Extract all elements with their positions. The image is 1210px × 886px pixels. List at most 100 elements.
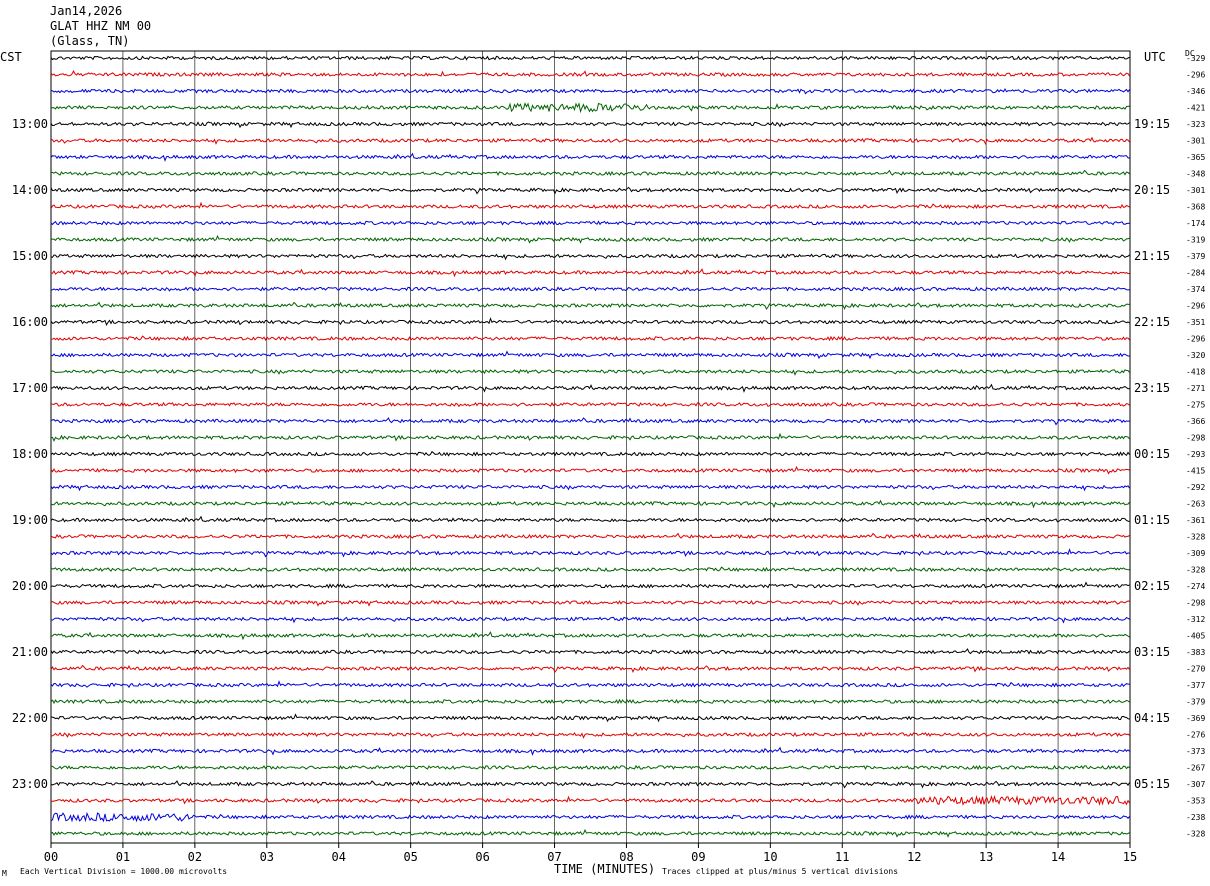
seismic-trace [50, 152, 1130, 162]
plot-grid [50, 50, 1131, 844]
dc-offset-value: -271 [1186, 384, 1205, 393]
left-timezone-label: CST [0, 50, 22, 64]
left-hour-label: 14:00 [12, 183, 48, 197]
dc-offset-value: -353 [1186, 797, 1205, 806]
seismic-trace [50, 616, 1130, 624]
dc-offset-value: -174 [1186, 219, 1205, 228]
x-tick-label: 05 [403, 850, 417, 864]
dc-offset-value: -379 [1186, 252, 1205, 261]
left-hour-label: 20:00 [12, 579, 48, 593]
x-tick-label: 15 [1123, 850, 1137, 864]
dc-offset-value: -351 [1186, 318, 1205, 327]
x-tick-label: 03 [260, 850, 274, 864]
dc-offset-value: -319 [1186, 236, 1205, 245]
left-hour-label: 22:00 [12, 711, 48, 725]
seismic-trace [50, 350, 1130, 360]
right-hour-label: 05:15 [1134, 777, 1170, 791]
seismic-trace [50, 599, 1130, 607]
left-hour-label: 21:00 [12, 645, 48, 659]
x-tick-label: 14 [1051, 850, 1065, 864]
seismic-trace [50, 317, 1130, 326]
record-date: Jan14,2026 [50, 4, 123, 18]
seismic-trace [50, 566, 1130, 573]
station-location: (Glass, TN) [50, 34, 130, 48]
x-tick-label: 02 [188, 850, 202, 864]
x-tick-label: 11 [835, 850, 849, 864]
left-hour-label: 19:00 [12, 513, 48, 527]
right-hour-label: 00:15 [1134, 447, 1170, 461]
seismic-trace [50, 335, 1130, 342]
dc-offset-value: -312 [1186, 615, 1205, 624]
seismic-trace [50, 401, 1130, 408]
scale-note: Each Vertical Division = 1000.00 microvo… [20, 867, 228, 876]
dc-offset-value: -270 [1186, 665, 1205, 674]
seismic-trace [50, 581, 1130, 589]
dc-offset-value: -292 [1186, 483, 1205, 492]
right-hour-label: 19:15 [1134, 117, 1170, 131]
dc-offset-value: -296 [1186, 302, 1205, 311]
dc-offset-value: -296 [1186, 71, 1205, 80]
dc-offset-value: -374 [1186, 285, 1205, 294]
seismic-trace [51, 713, 1130, 723]
right-hour-label: 20:15 [1134, 183, 1170, 197]
seismic-trace [50, 253, 1130, 261]
seismic-trace [50, 201, 1130, 210]
x-axis-title: TIME (MINUTES) [554, 862, 656, 876]
dc-offset-value: -263 [1186, 500, 1205, 509]
dc-offset-value: -383 [1186, 648, 1205, 657]
seismic-trace [50, 286, 1130, 292]
left-hour-label: 13:00 [12, 117, 48, 131]
dc-offset-value: -301 [1186, 186, 1205, 195]
x-tick-label: 07 [547, 850, 561, 864]
plot-frame [50, 50, 1131, 844]
left-hour-label: 15:00 [12, 249, 48, 263]
x-tick-label: 12 [907, 850, 921, 864]
left-hour-label: 16:00 [12, 315, 48, 329]
left-hour-label: 17:00 [12, 381, 48, 395]
right-hour-label: 01:15 [1134, 513, 1170, 527]
seismic-trace [50, 70, 1130, 78]
x-tick-label: 00 [44, 850, 58, 864]
dc-offset-value: -309 [1186, 549, 1205, 558]
dc-offset-value: -301 [1186, 137, 1205, 146]
right-hour-label: 22:15 [1134, 315, 1170, 329]
dc-offset-value: -323 [1186, 120, 1205, 129]
seismic-traces [50, 55, 1130, 838]
right-hour-label: 03:15 [1134, 645, 1170, 659]
seismic-trace [50, 680, 1130, 689]
seismic-trace [50, 186, 1130, 195]
seismic-trace [50, 648, 1130, 655]
dc-offset-value: -274 [1186, 582, 1205, 591]
seismic-trace [50, 417, 1130, 426]
x-tick-label: 13 [979, 850, 993, 864]
seismic-trace [50, 234, 1130, 244]
dc-offset-value: -365 [1186, 153, 1205, 162]
dc-offset-labels: -329 -296 -346 -421 -323 -301 -365 -348 -301 -368… [1186, 54, 1205, 839]
seismic-trace [50, 55, 1130, 61]
dc-offset-value: -346 [1186, 87, 1205, 96]
seismic-trace [50, 664, 1130, 674]
corner-mark: M [2, 869, 7, 878]
dc-offset-value: -421 [1186, 104, 1205, 113]
dc-offset-value: -348 [1186, 170, 1205, 179]
dc-offset-value: -238 [1186, 813, 1205, 822]
left-hour-label: 18:00 [12, 447, 48, 461]
seismic-trace [50, 169, 1130, 177]
seismic-trace [50, 631, 1130, 641]
right-hour-label: 02:15 [1134, 579, 1170, 593]
seismic-trace [50, 301, 1130, 311]
station-code: GLAT HHZ NM 00 [50, 19, 152, 33]
dc-offset-value: -298 [1186, 599, 1205, 608]
seismic-trace [50, 368, 1130, 376]
dc-offset-value: -418 [1186, 368, 1205, 377]
dc-offset-value: -275 [1186, 401, 1205, 410]
dc-offset-value: -415 [1186, 467, 1205, 476]
seismic-trace [50, 811, 1130, 823]
clip-note: Traces clipped at plus/minus 5 vertical … [662, 867, 899, 876]
dc-offset-value: -298 [1186, 434, 1205, 443]
seismic-trace [50, 698, 1130, 705]
dc-offset-value: -296 [1186, 335, 1205, 344]
dc-offset-value: -369 [1186, 714, 1205, 723]
dc-offset-value: -284 [1186, 269, 1205, 278]
